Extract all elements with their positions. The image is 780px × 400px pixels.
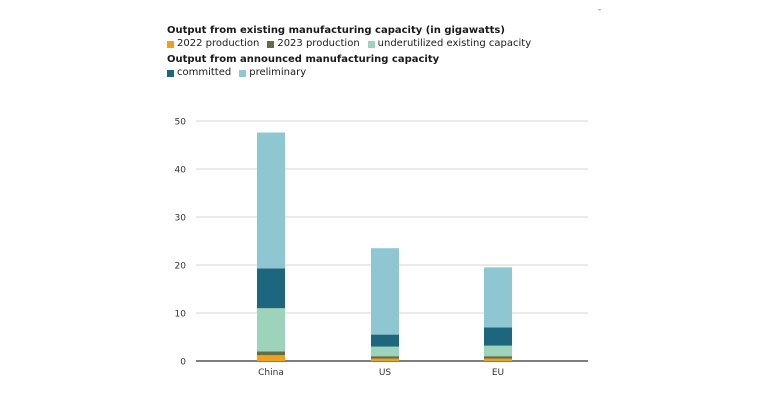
legend-label-preliminary: preliminary [249,67,307,78]
swatch-preliminary [239,69,247,77]
bar-layer [257,132,512,361]
y-tick-label-20: 20 [175,262,187,272]
swatch-underutilized [367,40,375,48]
legend-item-2023-production: 2023 production [267,37,360,51]
y-tick-label-40: 40 [175,166,187,176]
y-tick-label-0: 0 [180,358,186,368]
swatch-2022-production [167,40,174,48]
swatch-2023-production [267,40,275,48]
legend-row-existing: 2022 production 2023 production underuti… [167,37,539,51]
bar-china-underutilized-existing-capacity [257,308,285,352]
bar-us-underutilized-existing-capacity [371,346,399,357]
legend-label-2023-production: 2023 production [277,38,360,49]
bar-eu-committed [484,327,512,346]
legend-label-underutilized: underutilized existing capacity [377,38,532,49]
legend-item-underutilized: underutilized existing capacity [367,37,532,51]
bar-china-committed [257,268,285,309]
x-tick-label-china: China [258,368,284,378]
y-tick-label-50: 50 [175,118,187,128]
bar-china-2023-production [257,351,285,356]
label-layer: 0 10 20 30 40 50 China US EU [175,118,505,379]
bar-china-2022-production [257,355,285,361]
y-tick-label-30: 30 [175,214,187,224]
bar-eu-2023-production [484,356,512,359]
swatch-committed [167,69,174,77]
bar-eu-underutilized-existing-capacity [484,345,512,357]
legend-item-2022-production: 2022 production [167,37,259,51]
x-tick-label-eu: EU [492,368,504,378]
x-tick-label-us: US [379,368,392,378]
bar-us-committed [371,334,399,347]
legend-row-announced: committed preliminary [167,66,539,80]
bar-us-2022-production [371,358,399,361]
bar-eu-2022-production [484,358,512,361]
legend-item-committed: committed [167,66,231,80]
legend: Output from existing manufacturing capac… [167,24,539,82]
legend-title-announced: Output from announced manufacturing capa… [167,54,440,65]
y-tick-label-10: 10 [175,310,187,320]
corner-mark: - [598,5,602,15]
legend-title-existing: Output from existing manufacturing capac… [167,25,505,36]
legend-label-committed: committed [177,67,232,78]
bar-china-preliminary [257,132,285,269]
legend-item-preliminary: preliminary [239,66,306,80]
bar-us-preliminary [371,248,399,335]
bar-eu-preliminary [484,267,512,328]
legend-label-2022-production: 2022 production [177,38,260,49]
bar-us-2023-production [371,356,399,359]
